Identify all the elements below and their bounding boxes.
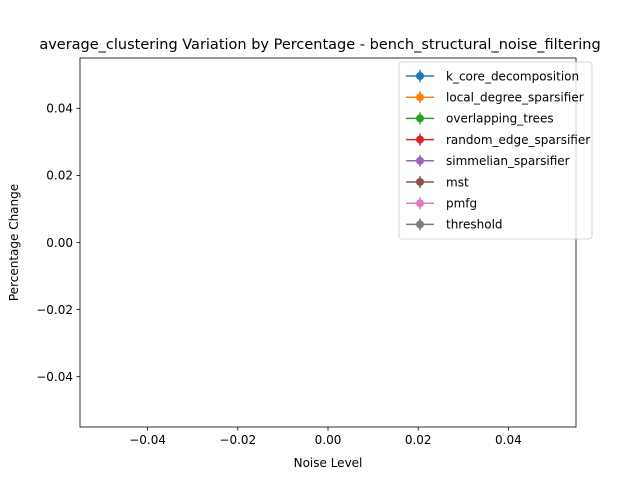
legend-marker xyxy=(416,135,424,144)
x-tick-label: −0.02 xyxy=(219,433,256,447)
legend-label: k_core_decomposition xyxy=(446,69,579,83)
legend-entry: threshold xyxy=(406,218,503,232)
legend-entry: local_degree_sparsifier xyxy=(406,91,584,105)
x-tick-label: 0.02 xyxy=(405,433,432,447)
legend-entry: overlapping_trees xyxy=(406,112,554,126)
legend-entry: mst xyxy=(406,175,469,189)
x-axis-ticks: −0.04 −0.02 0.00 0.02 0.04 xyxy=(129,427,522,447)
x-axis-label: Noise Level xyxy=(294,456,363,470)
legend-marker xyxy=(416,178,424,186)
legend-label: threshold xyxy=(446,218,503,232)
legend-entry: random_edge_sparsifier xyxy=(406,133,590,147)
legend-label: overlapping_trees xyxy=(446,112,554,126)
y-tick-label: 0.00 xyxy=(46,236,73,250)
legend-entry: k_core_decomposition xyxy=(406,69,579,83)
legend: k_core_decomposition local_degree_sparsif… xyxy=(398,61,593,240)
x-tick-label: 0.04 xyxy=(495,433,522,447)
y-tick-label: −0.02 xyxy=(36,303,73,317)
y-axis-ticks: 0.04 0.02 0.00 −0.02 −0.04 xyxy=(36,102,80,384)
chart-title: average_clustering Variation by Percenta… xyxy=(39,37,600,53)
legend-label: mst xyxy=(446,175,469,189)
legend-label: local_degree_sparsifier xyxy=(446,91,584,105)
legend-label: simmelian_sparsifier xyxy=(446,154,570,168)
y-tick-label: 0.04 xyxy=(46,102,73,116)
legend-entry: pmfg xyxy=(406,197,477,211)
y-axis-label: Percentage Change xyxy=(7,184,21,301)
legend-marker xyxy=(416,199,424,208)
legend-marker xyxy=(416,114,424,123)
legend-label: random_edge_sparsifier xyxy=(446,133,590,147)
legend-marker xyxy=(416,220,424,229)
x-tick-label: −0.04 xyxy=(129,433,166,447)
y-tick-label: −0.04 xyxy=(36,370,73,384)
legend-box xyxy=(398,61,593,240)
legend-marker xyxy=(416,93,424,102)
y-tick-label: 0.02 xyxy=(46,169,73,183)
x-tick-label: 0.00 xyxy=(315,433,342,447)
legend-label: pmfg xyxy=(446,197,477,211)
legend-marker xyxy=(416,72,424,80)
legend-marker xyxy=(416,156,424,165)
legend-entry: simmelian_sparsifier xyxy=(406,154,570,168)
